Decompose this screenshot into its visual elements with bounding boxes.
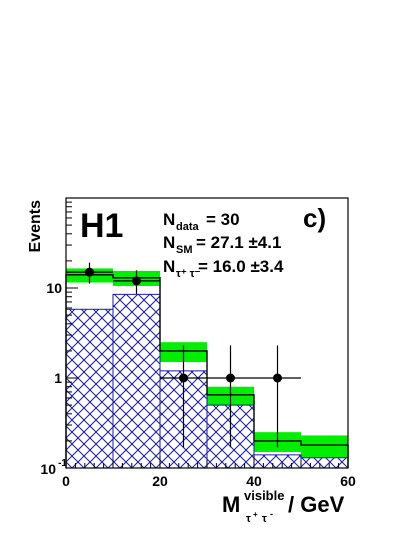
y-tick-base: 10 — [40, 461, 56, 477]
annotation-nsm-sub: SM — [176, 244, 193, 256]
panel-label: c) — [303, 203, 326, 233]
x-axis-label-unit: / GeV — [288, 492, 345, 517]
data-points — [66, 262, 301, 448]
sm-total-line — [65, 274, 349, 468]
x-axis-label-main: M — [222, 492, 240, 517]
signal-histogram — [65, 293, 349, 469]
x-tick-label-60: 60 — [340, 473, 356, 489]
data-point-4 — [273, 373, 282, 383]
annotation-ntautau-sub: τ⁺ τ⁻ — [176, 268, 201, 280]
y-tick-exponent: -1 — [58, 458, 67, 469]
annotation-ndata: N data = 30 — [163, 210, 240, 233]
x-axis-label-sup: visible — [244, 488, 284, 503]
x-tick-label-0: 0 — [62, 473, 70, 489]
annotation-ntautau: N τ⁺ τ⁻ = 16.0 ±3.4 — [163, 257, 284, 280]
sm-band-bin-5 — [301, 435, 348, 458]
annotation-ntautau-main: N — [163, 257, 175, 276]
data-point-0 — [85, 267, 94, 277]
x-axis-label-sub-tau1: τ — [246, 513, 251, 525]
annotation-ndata-sub: data — [176, 221, 200, 233]
signal-bar-bin-0 — [65, 308, 114, 469]
sm-total-histogram — [65, 274, 349, 468]
annotation-nsm: N SM = 27.1 ±4.1 — [163, 233, 281, 256]
x-axis-label: M visible τ + τ - / GeV — [222, 488, 345, 525]
signal-bar-bin-1 — [112, 293, 161, 469]
data-point-2 — [179, 373, 188, 383]
y-tick-label-0.1: 10 -1 — [40, 458, 67, 477]
x-axis-label-sub-plus: + — [253, 510, 258, 519]
x-tick-label-40: 40 — [246, 473, 262, 489]
annotation-nsm-main: N — [163, 233, 175, 252]
y-axis-label: Events — [27, 200, 44, 253]
data-point-3 — [226, 373, 235, 383]
annotation-ndata-value: = 30 — [206, 210, 240, 229]
annotation-ntautau-value: = 16.0 ±3.4 — [198, 257, 284, 276]
annotation-nsm-value: = 27.1 ±4.1 — [196, 233, 281, 252]
y-tick-label-1: 1 — [54, 370, 62, 386]
axis-ticks — [65, 201, 349, 469]
signal-bar-bin-5 — [300, 457, 349, 469]
x-tick-label-20: 20 — [152, 473, 168, 489]
x-axis-label-sub-tau2: τ — [262, 513, 267, 525]
experiment-label: H1 — [80, 207, 123, 245]
x-axis-label-sub-minus: - — [270, 509, 273, 519]
y-tick-label-10: 10 — [46, 280, 62, 296]
annotation-ndata-main: N — [163, 210, 175, 229]
data-point-1 — [132, 276, 141, 286]
signal-bar-bin-4 — [253, 454, 302, 469]
